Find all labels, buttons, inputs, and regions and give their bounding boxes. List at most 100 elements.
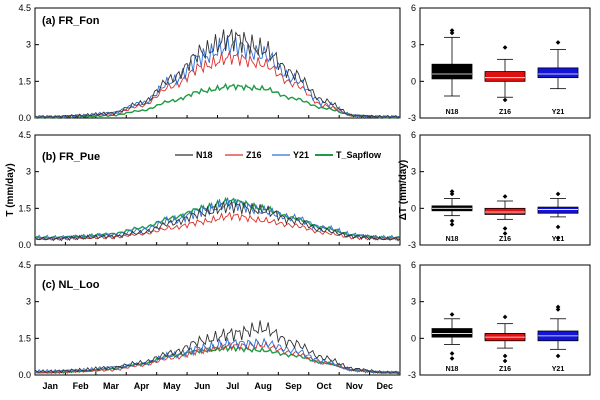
box-y-tick-label: -3 xyxy=(408,113,416,123)
outlier-z16: ◆ xyxy=(503,193,508,200)
box-category-label-z16: Z16 xyxy=(499,236,511,243)
outlier-n18: ◆ xyxy=(450,27,455,34)
x-tick-label: Jul xyxy=(226,381,239,391)
box-panel-b-frame xyxy=(419,134,591,246)
outlier-z16: ◆ xyxy=(503,313,508,320)
outlier-n18: ◆ xyxy=(450,355,455,362)
box-z16 xyxy=(484,207,526,215)
outlier-n18: ◆ xyxy=(450,221,455,228)
chart-marks: 0.0 1.5 3 4.5 0.0 1.5 3 4.5 0.0 1.5 3 4.5 Jan Feb Mar A… xyxy=(18,3,579,391)
y-tick-label: 0.0 xyxy=(18,113,31,123)
box-y21 xyxy=(537,67,579,79)
panel-c-title: (c) NL_Loo xyxy=(42,279,100,291)
series-line-n18 xyxy=(34,29,401,119)
outlier-y21: ◆ xyxy=(556,306,561,313)
panel-a-title: (a) FR_Fon xyxy=(42,15,100,27)
series-line-z16 xyxy=(34,211,401,241)
box-y-tick-label: 6 xyxy=(411,260,416,270)
outlier-n18: ◆ xyxy=(450,188,455,195)
outlier-n18: ◆ xyxy=(450,350,455,357)
outlier-z16: ◆ xyxy=(503,352,508,359)
outlier-n18: ◆ xyxy=(450,191,455,198)
box-y-tick-label: 6 xyxy=(411,3,416,13)
box-panel-a-frame xyxy=(419,7,591,119)
x-tick-label: Feb xyxy=(73,381,90,391)
y-tick-label: 1.5 xyxy=(18,76,31,86)
box-category-label-z16: Z16 xyxy=(499,109,511,116)
box-panel-c-frame xyxy=(419,264,591,376)
outlier-n18: ◆ xyxy=(450,218,455,225)
legend-label-z16: Z16 xyxy=(246,150,262,160)
outlier-z16: ◆ xyxy=(503,225,508,232)
y-tick-label: 4.5 xyxy=(18,130,31,140)
box-y-tick-label: 0 xyxy=(411,76,416,86)
panel-b-title: (b) FR_Pue xyxy=(42,151,100,163)
box-category-label-y21: Y21 xyxy=(552,236,565,243)
series-line-n18 xyxy=(34,320,401,375)
x-tick-label: Jun xyxy=(194,381,210,391)
series-line-z16 xyxy=(34,50,401,119)
box-category-label-n18: N18 xyxy=(446,109,459,116)
y-tick-label: 0.0 xyxy=(18,370,31,380)
outlier-y21: ◆ xyxy=(556,304,561,311)
series-line-y21 xyxy=(34,336,401,375)
outlier-n18: ◆ xyxy=(450,311,455,318)
box-category-label-y21: Y21 xyxy=(552,109,565,116)
legend-label-n18: N18 xyxy=(196,150,213,160)
box-z16 xyxy=(484,71,526,82)
left-y-axis-label: T (mm/day) xyxy=(5,163,16,216)
legend-label-y21: Y21 xyxy=(293,150,309,160)
outlier-z16: ◆ xyxy=(503,97,508,104)
box-y-tick-label: 0 xyxy=(411,203,416,213)
box-category-label-n18: N18 xyxy=(446,366,459,373)
box-n18 xyxy=(431,328,473,338)
outlier-n18: ◆ xyxy=(450,29,455,36)
right-y-axis-label: ΔT (mm/day) xyxy=(398,160,409,221)
series-line-z16 xyxy=(34,340,401,374)
y-tick-label: 4.5 xyxy=(18,260,31,270)
y-tick-label: 1.5 xyxy=(18,333,31,343)
box-category-label-n18: N18 xyxy=(446,236,459,243)
outlier-y21: ◆ xyxy=(556,39,561,46)
y-tick-label: 0.0 xyxy=(18,240,31,250)
box-y-tick-label: -3 xyxy=(408,240,416,250)
box-y-tick-label: 0 xyxy=(411,333,416,343)
series-line-y21 xyxy=(34,197,401,241)
legend-label-t-sapflow: T_Sapflow xyxy=(336,150,382,160)
outlier-y21: ◆ xyxy=(556,352,561,359)
y-tick-label: 3 xyxy=(26,297,31,307)
series-line-n18 xyxy=(34,200,401,242)
y-tick-label: 3 xyxy=(26,167,31,177)
outlier-y21: ◆ xyxy=(556,191,561,198)
x-tick-label: May xyxy=(163,381,181,391)
series-line-t-sapflow xyxy=(34,196,401,240)
box-y-tick-label: 3 xyxy=(411,167,416,177)
outlier-y21: ◆ xyxy=(556,235,561,242)
outlier-y21: ◆ xyxy=(556,224,561,231)
outlier-z16: ◆ xyxy=(503,44,508,51)
y-tick-label: 4.5 xyxy=(18,3,31,13)
outlier-z16: ◆ xyxy=(503,357,508,364)
x-tick-label: Jan xyxy=(42,381,58,391)
box-y-tick-label: 6 xyxy=(411,130,416,140)
box-y-tick-label: -3 xyxy=(408,370,416,380)
x-tick-label: Apr xyxy=(134,381,150,391)
series-line-y21 xyxy=(34,34,401,119)
x-tick-label: Dec xyxy=(377,381,394,391)
x-tick-label: Aug xyxy=(254,381,272,391)
series-line-t-sapflow xyxy=(34,82,401,119)
outlier-z16: ◆ xyxy=(503,230,508,237)
x-tick-label: Oct xyxy=(316,381,331,391)
legend: N18 Z16 Y21 T_Sapflow xyxy=(175,150,382,160)
box-y-tick-label: 3 xyxy=(411,297,416,307)
x-tick-label: Nov xyxy=(346,381,363,391)
y-tick-label: 1.5 xyxy=(18,203,31,213)
box-y-tick-label: 3 xyxy=(411,40,416,50)
x-tick-label: Mar xyxy=(103,381,120,391)
box-category-label-y21: Y21 xyxy=(552,366,565,373)
box-n18 xyxy=(431,63,473,80)
box-y21 xyxy=(537,206,579,214)
y-tick-label: 3 xyxy=(26,40,31,50)
x-tick-label: Sep xyxy=(285,381,302,391)
